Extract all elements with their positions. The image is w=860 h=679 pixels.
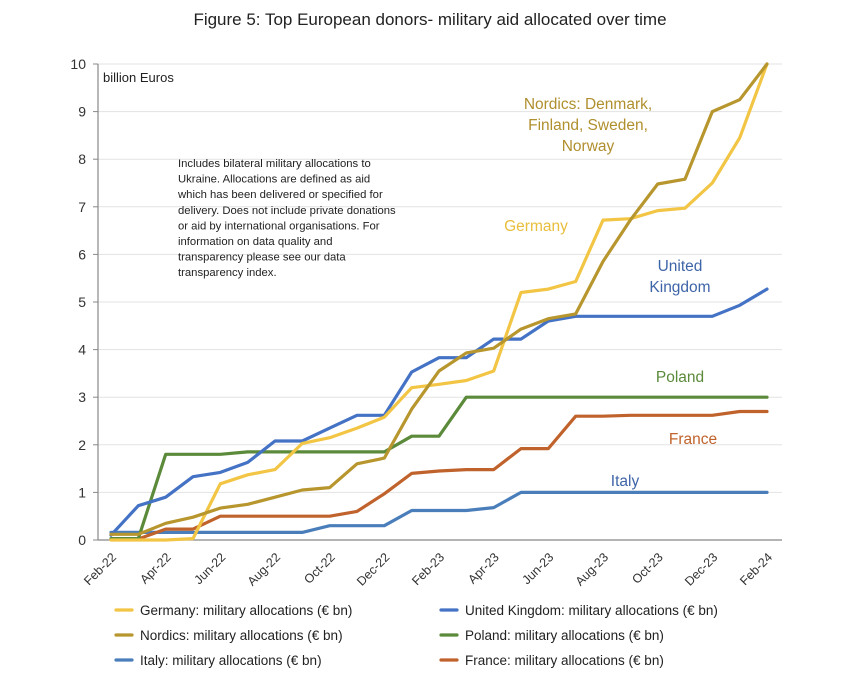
y-tick-label: 10 <box>70 56 86 72</box>
series-annotation: Nordics: Denmark, <box>524 96 652 113</box>
y-axis-unit-label: billion Euros <box>103 70 174 85</box>
note-line: or aid by international organisations. F… <box>178 220 380 232</box>
note-line: Ukraine. Allocations are defined as aid <box>178 174 370 186</box>
x-tick-label: Oct-23 <box>629 550 665 586</box>
series-annotation: Finland, Sweden, <box>528 117 648 134</box>
gridlines <box>93 63 782 541</box>
x-tick-label: Feb-23 <box>409 550 447 588</box>
y-tick-label: 8 <box>78 151 86 167</box>
series-lines <box>109 62 769 542</box>
y-tick-labels: 0 1 2 3 4 5 6 7 8 9 10 <box>70 56 86 548</box>
x-tick-label: Feb-24 <box>737 550 775 588</box>
series-line-italy <box>109 490 769 535</box>
note-line: information on data quality and <box>178 236 333 248</box>
y-tick-label: 0 <box>78 532 86 548</box>
y-tick-label: 9 <box>78 104 86 120</box>
series-annotation: Italy <box>611 473 640 490</box>
x-tick-label: Dec-22 <box>354 550 392 588</box>
series-annotations: Germany Nordics: Denmark, Finland, Sweden,… <box>504 96 717 490</box>
legend-item-label: Germany: military allocations (€ bn) <box>140 603 352 618</box>
axes <box>97 64 782 541</box>
legend-item-label: Nordics: military allocations (€ bn) <box>140 628 343 643</box>
x-tick-label: Oct-22 <box>301 550 337 586</box>
y-tick-label: 2 <box>78 437 86 453</box>
series-annotation: Poland <box>656 369 704 386</box>
x-tick-label: Feb-22 <box>81 550 119 588</box>
y-tick-label: 3 <box>78 389 86 405</box>
note-text: Includes bilateral military allocations … <box>177 158 396 279</box>
legend: Germany: military allocations (€ bn) Unit… <box>114 603 718 668</box>
y-tick-label: 6 <box>78 246 86 262</box>
x-tick-label: Aug-22 <box>245 550 283 588</box>
series-annotation: Norway <box>562 138 615 155</box>
x-tick-label: Jun-22 <box>192 550 229 587</box>
y-tick-label: 5 <box>78 294 86 310</box>
legend-item-label: Italy: military allocations (€ bn) <box>140 653 322 668</box>
y-tick-label: 7 <box>78 199 86 215</box>
chart-title: Figure 5: Top European donors- military … <box>193 10 667 29</box>
series-line-germany <box>109 62 769 542</box>
legend-item-label: United Kingdom: military allocations (€ … <box>465 603 718 618</box>
series-annotation: Germany <box>504 218 568 235</box>
series-line-france <box>109 409 769 541</box>
y-tick-label: 4 <box>78 342 86 358</box>
legend-item-label: France: military allocations (€ bn) <box>465 653 664 668</box>
x-tick-label: Apr-22 <box>137 550 173 586</box>
series-annotation: Kingdom <box>649 279 710 296</box>
note-line: delivery. Does not include private donat… <box>178 205 396 217</box>
note-line: which has been delivered or specified fo… <box>177 189 383 201</box>
legend-item-label: Poland: military allocations (€ bn) <box>465 628 664 643</box>
y-tick-label: 1 <box>78 484 86 500</box>
note-line: transparency please see our data <box>178 252 346 264</box>
note-line: Includes bilateral military allocations … <box>178 158 371 170</box>
x-tick-labels: Feb-22 Apr-22 Jun-22 Aug-22 Oct-22 Dec-22 Feb-… <box>81 550 775 588</box>
x-tick-label: Aug-23 <box>573 550 611 588</box>
series-annotation: France <box>669 431 717 448</box>
series-line-nordics-denmark <box>109 62 769 536</box>
series-line-united <box>109 287 769 537</box>
x-tick-label: Jun-23 <box>520 550 557 587</box>
series-line-poland <box>109 395 769 541</box>
note-line: transparency index. <box>178 267 277 279</box>
series-annotation: United <box>658 258 703 275</box>
x-tick-label: Apr-23 <box>465 550 501 586</box>
x-tick-label: Dec-23 <box>682 550 720 588</box>
